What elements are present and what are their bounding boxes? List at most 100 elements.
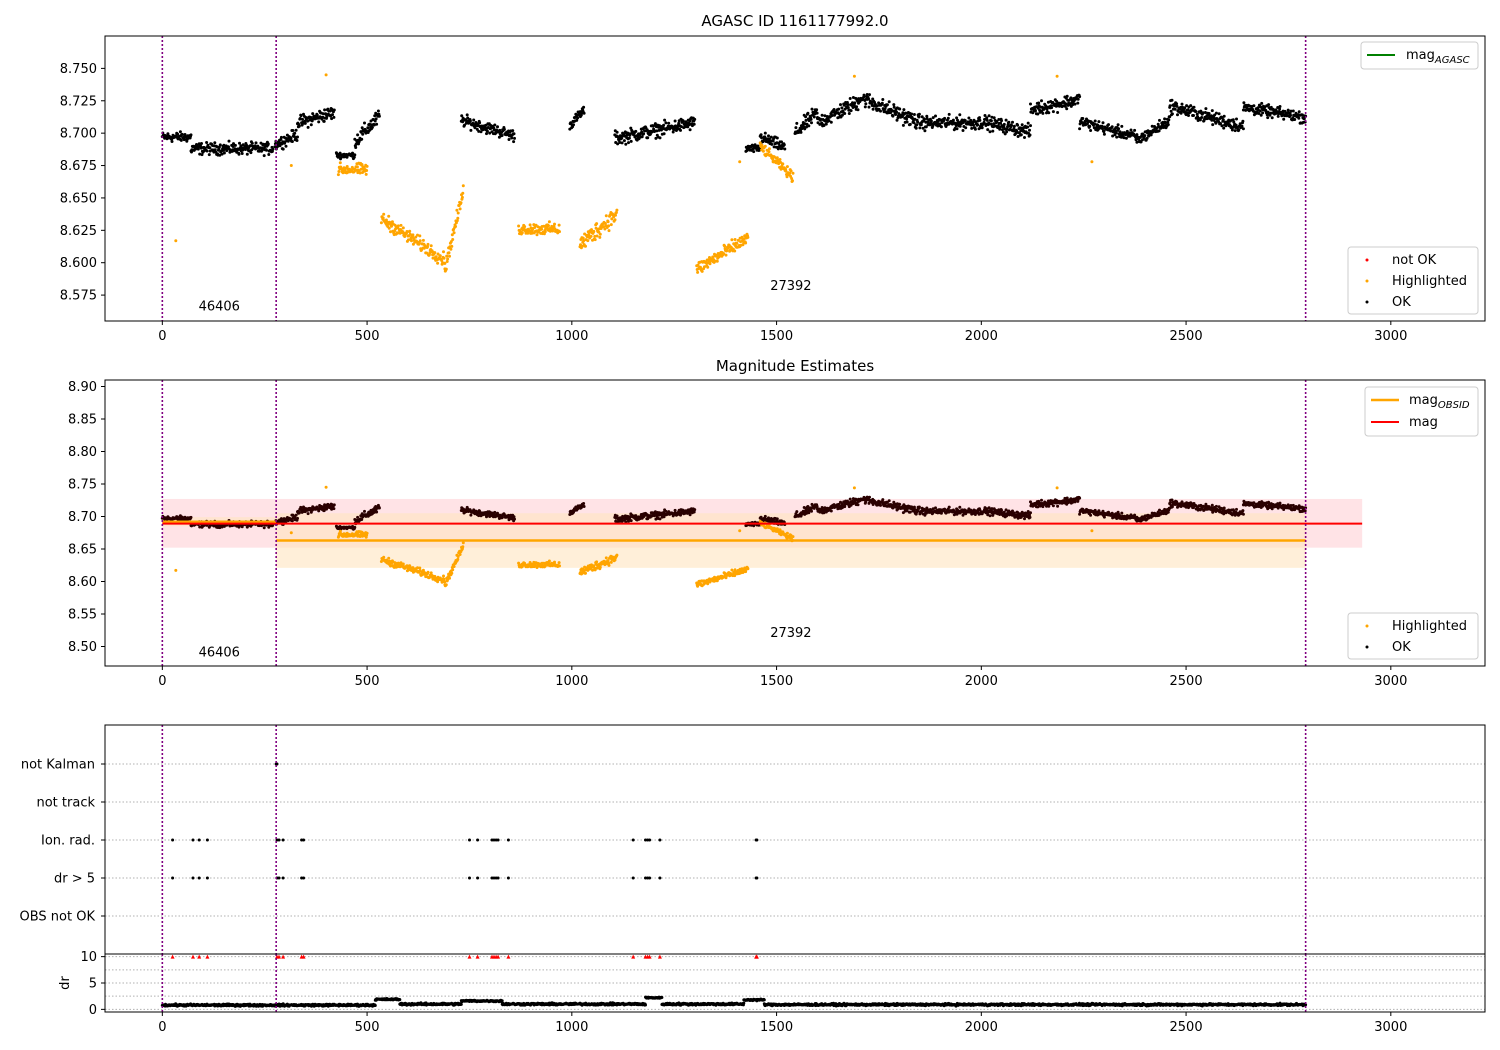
ok-point: [995, 119, 999, 123]
ok-point: [222, 143, 226, 147]
ok-point: [170, 140, 174, 143]
ok-point: [306, 119, 310, 123]
ok-point: [231, 145, 235, 148]
ok-point: [837, 107, 841, 111]
ok-point: [1222, 114, 1226, 118]
ok-point: [322, 119, 326, 123]
highlighted-point: [456, 216, 460, 220]
ok-point: [663, 118, 667, 122]
ok-point: [262, 526, 266, 530]
ok-point: [794, 126, 798, 130]
highlighted-point: [387, 556, 391, 560]
ok-point: [222, 148, 225, 152]
ok-point: [824, 122, 828, 126]
ok-point: [1168, 104, 1172, 108]
ok-point: [998, 127, 1002, 131]
ok-point: [654, 136, 658, 140]
ok-point: [804, 115, 808, 119]
ok-point: [837, 112, 841, 116]
ok-point: [332, 507, 336, 511]
highlighted-point: [733, 249, 737, 253]
ok-point: [1258, 109, 1262, 113]
ok-point: [1170, 98, 1174, 102]
highlighted-point: [547, 224, 550, 228]
highlighted-point: [1055, 74, 1059, 78]
ok-point: [955, 116, 959, 120]
ok-point: [1173, 107, 1177, 111]
ok-point: [1217, 112, 1221, 116]
ok-point: [622, 139, 626, 143]
ok-point: [810, 107, 814, 111]
highlighted-point: [607, 224, 611, 228]
ok-point: [1233, 129, 1237, 133]
y-tick-label: 8.675: [60, 159, 97, 174]
ok-point: [1065, 94, 1069, 98]
ok-point: [1276, 114, 1280, 118]
highlighted-point: [715, 259, 719, 263]
ok-point: [759, 133, 763, 137]
highlighted-point: [426, 242, 430, 246]
highlighted-point: [723, 244, 727, 248]
ok-point: [864, 102, 868, 106]
ok-point: [373, 114, 377, 118]
ok-point: [1023, 136, 1026, 139]
ok-point: [924, 125, 928, 129]
highlighted-point: [381, 216, 385, 220]
ok-point: [262, 154, 266, 158]
ok-point: [1116, 123, 1120, 127]
ok-point: [772, 145, 776, 149]
highlighted-point: [433, 251, 437, 255]
ok-point: [923, 129, 927, 133]
ok-point: [1037, 101, 1041, 105]
highlighted-point: [418, 566, 422, 570]
ok-point: [917, 112, 921, 116]
ok-point: [963, 119, 967, 123]
ok-point: [1047, 111, 1051, 115]
ok-point: [466, 116, 470, 120]
highlighted-point: [581, 236, 585, 240]
highlighted-point: [528, 223, 532, 227]
ok-point: [822, 124, 826, 127]
highlighted-point: [852, 74, 856, 78]
ok-point: [1051, 110, 1055, 114]
highlighted-point: [452, 565, 456, 568]
ok-point: [279, 135, 283, 139]
ok-point: [810, 121, 813, 125]
ok-point: [582, 505, 586, 508]
ok-legend-marker: [1365, 300, 1369, 304]
ok-point: [767, 134, 770, 138]
ok-point: [673, 119, 677, 123]
ok-point: [1000, 128, 1004, 132]
ok-point: [947, 112, 951, 116]
highlighted-point: [411, 233, 415, 237]
ok-point: [1028, 128, 1031, 132]
ok-point: [970, 126, 974, 130]
ok-point: [917, 115, 921, 119]
ok-point: [910, 112, 914, 116]
ok-point: [1169, 109, 1173, 113]
ok-point: [985, 116, 989, 120]
ok-point: [1020, 123, 1024, 127]
ok-point: [194, 147, 198, 151]
ok-point: [281, 147, 285, 151]
highlighted-point: [791, 171, 795, 175]
ok-point: [901, 123, 905, 127]
ok-point: [227, 139, 231, 143]
ok-point: [620, 141, 624, 145]
ok-point: [947, 505, 951, 509]
highlighted-point: [418, 234, 422, 238]
highlighted-legend-label: Highlighted: [1392, 274, 1467, 289]
ok-point: [964, 126, 968, 130]
ok-point: [618, 141, 622, 144]
ok-point: [1261, 111, 1265, 115]
ok-point: [915, 123, 919, 127]
ok-point: [363, 121, 366, 125]
ok-point: [1235, 507, 1238, 511]
ok-point: [1050, 106, 1054, 110]
ok-point: [648, 132, 652, 136]
ok-legend-label: OK: [1392, 295, 1411, 310]
ok-point: [916, 120, 920, 124]
ok-point: [925, 117, 929, 121]
x-tick-label: 0: [158, 329, 166, 344]
ok-point: [208, 146, 212, 150]
